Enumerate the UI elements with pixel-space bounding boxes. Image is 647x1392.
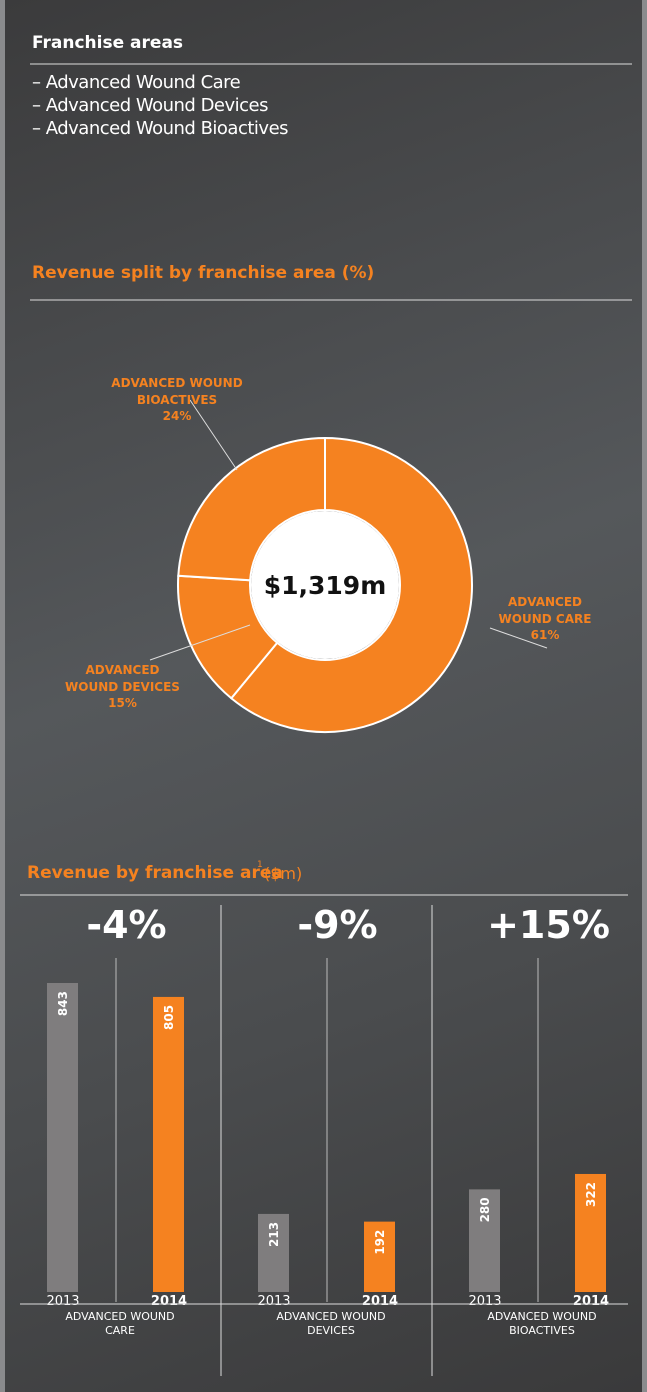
bar <box>364 1221 395 1292</box>
year-label: 2014 <box>362 1294 398 1309</box>
year-label: 2014 <box>151 1294 187 1309</box>
slice-label: ADVANCED WOUND DEVICES <box>65 663 180 694</box>
bar-value: 805 <box>162 1005 176 1030</box>
bar <box>47 983 78 1292</box>
slice-label: ADVANCED WOUND CARE <box>498 595 592 626</box>
slice-value: 61% <box>530 628 560 642</box>
change-label: -4% <box>86 903 167 947</box>
slice-value: 24% <box>162 409 192 423</box>
bar-value: 280 <box>478 1197 492 1222</box>
list-item: – Advanced Wound Bioactives <box>32 118 289 139</box>
leader-line <box>489 627 548 649</box>
bar <box>153 996 184 1292</box>
change-label: -9% <box>297 903 378 947</box>
bar-value: 322 <box>584 1182 598 1207</box>
pie-slice <box>229 436 473 733</box>
chart-title: Revenue by franchise area <box>27 863 283 883</box>
year-label: 2013 <box>257 1294 290 1309</box>
leader-line <box>189 399 238 471</box>
bar-value: 843 <box>56 991 70 1016</box>
pie-slice <box>177 436 326 582</box>
category-label: ADVANCED WOUND CARE <box>65 1310 175 1337</box>
title-unit: ($m) <box>264 864 303 883</box>
slice-value: 15% <box>108 696 137 710</box>
slice-label: ADVANCED WOUND BIOACTIVES <box>111 376 243 407</box>
pie-hole <box>251 511 399 659</box>
bar <box>258 1213 289 1292</box>
bar <box>575 1173 606 1292</box>
title-note: 1 <box>257 860 263 870</box>
chart-title: Revenue split by franchise area (%) <box>32 263 375 283</box>
list-item: – Advanced Wound Devices <box>32 95 269 116</box>
change-label: +15% <box>487 903 610 947</box>
category-label: ADVANCED WOUND DEVICES <box>276 1310 386 1337</box>
center-label: $1,319m <box>264 571 387 600</box>
section-title: Franchise areas <box>32 33 184 53</box>
bar <box>469 1189 500 1292</box>
bar-value: 192 <box>373 1230 387 1255</box>
bar-value: 213 <box>267 1222 281 1247</box>
category-label: ADVANCED WOUND BIOACTIVES <box>487 1310 597 1337</box>
year-label: 2013 <box>46 1294 79 1309</box>
list-item: – Advanced Wound Care <box>32 72 241 93</box>
year-label: 2014 <box>573 1294 609 1309</box>
year-label: 2013 <box>468 1294 501 1309</box>
leader-line <box>149 624 251 661</box>
